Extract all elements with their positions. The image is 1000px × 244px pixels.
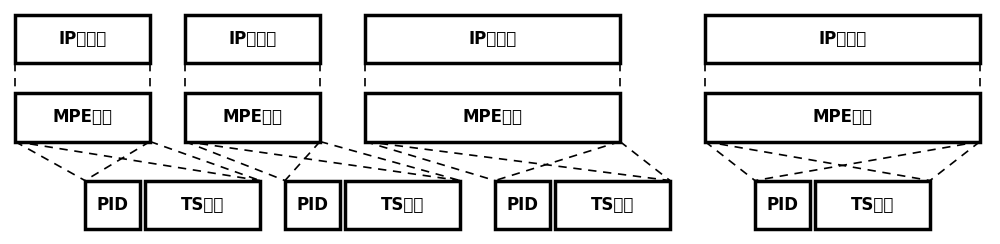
Text: MPE部分: MPE部分 <box>812 108 872 126</box>
Bar <box>285 181 340 229</box>
Bar <box>185 15 320 63</box>
Text: IP数据报: IP数据报 <box>228 30 277 48</box>
Bar <box>365 15 620 63</box>
Text: TS分组: TS分组 <box>851 196 894 214</box>
Text: TS分组: TS分组 <box>381 196 424 214</box>
Bar <box>85 181 140 229</box>
Text: TS分组: TS分组 <box>591 196 634 214</box>
Text: IP数据报: IP数据报 <box>58 30 107 48</box>
Bar <box>185 93 320 142</box>
Text: PID: PID <box>96 196 128 214</box>
Bar <box>365 93 620 142</box>
Bar <box>145 181 260 229</box>
Text: MPE部分: MPE部分 <box>462 108 522 126</box>
Bar <box>555 181 670 229</box>
Text: PID: PID <box>767 196 798 214</box>
Bar <box>15 93 150 142</box>
Text: TS分组: TS分组 <box>181 196 224 214</box>
Bar <box>755 181 810 229</box>
Text: IP数据报: IP数据报 <box>468 30 517 48</box>
Bar <box>345 181 460 229</box>
Text: MPE部分: MPE部分 <box>222 108 283 126</box>
Text: PID: PID <box>507 196 538 214</box>
Bar <box>815 181 930 229</box>
Bar <box>705 15 980 63</box>
Text: PID: PID <box>296 196 328 214</box>
Bar <box>705 93 980 142</box>
Text: MPE部分: MPE部分 <box>52 108 112 126</box>
Bar <box>495 181 550 229</box>
Bar <box>15 15 150 63</box>
Text: IP数据报: IP数据报 <box>818 30 867 48</box>
